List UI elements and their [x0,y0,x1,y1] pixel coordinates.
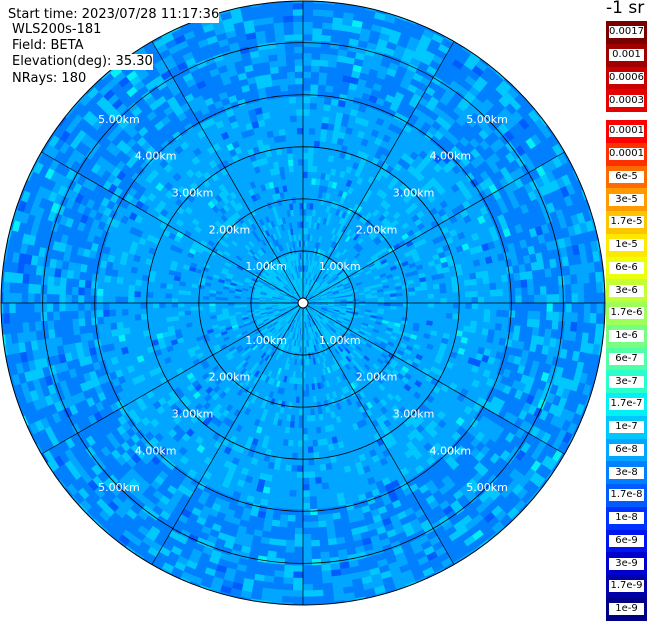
colorbar-cell: 0.0006 [606,66,647,90]
colorbar-tick-label: 1e-6 [609,330,644,343]
range-label: 5.00km [466,113,508,126]
colorbar-tick-label: 1.7e-9 [609,580,644,593]
azimuth-spoke [151,41,304,304]
azimuth-spoke [302,302,565,455]
range-label: 5.00km [98,113,140,126]
colorbar-cell: 1e-7 [606,415,647,439]
colorbar-tick-label: 1.7e-8 [609,489,644,502]
colorbar-cell: 0.0017 [606,21,647,44]
range-label: 1.00km [245,260,287,273]
start-time-label: Start time: 2023/07/28 11:17:36 [8,7,220,23]
colorbar-cell: 1e-9 [606,597,647,621]
range-label: 3.00km [172,408,214,421]
colorbar-tick-label: 6e-6 [609,261,644,274]
colorbar-tick-label: 0.001 [609,49,644,62]
origin-marker [297,297,309,309]
colorbar-cell: 0.0001 [606,142,647,166]
azimuth-spoke [302,41,455,304]
colorbar-cell: 0.0003 [606,89,647,112]
colorbar-cell: 6e-8 [606,438,647,462]
range-label: 2.00km [356,371,398,384]
azimuth-spoke [41,302,304,455]
range-label: 4.00km [135,150,177,163]
colorbar-tick-label: 3e-7 [609,375,644,388]
range-label: 3.00km [393,187,435,200]
range-label: 1.00km [319,334,361,347]
colorbar-tick-label: 6e-7 [609,352,644,365]
colorbar-cell: 1e-6 [606,324,647,348]
colorbar-tick-label: 0.0003 [609,94,644,107]
instrument-label: WLS200s-181 [12,22,102,38]
colorbar-cell: 1.7e-5 [606,211,647,234]
range-label: 3.00km [393,408,435,421]
polar-grid [0,0,606,606]
range-label: 4.00km [135,444,177,457]
colorbar-cell: 6e-9 [606,529,647,553]
colorbar-tick-label: 1e-7 [609,421,644,434]
range-label: 4.00km [430,150,472,163]
colorbar-cell: 3e-8 [606,461,647,484]
colorbar-cell: 6e-5 [606,165,647,189]
range-label: 1.00km [245,334,287,347]
nrays-label: NRays: 180 [12,71,87,87]
colorbar: 0.0017 0.001 0.0006 0.0003 0.00017 0.0001 6e-5… [606,21,647,621]
colorbar-cell: 3e-9 [606,552,647,575]
elevation-label: Elevation(deg): 35.30 [12,54,153,70]
colorbar-tick-label: 1.7e-5 [609,216,644,229]
colorbar-cell: 1.7e-9 [606,575,647,598]
azimuth-spoke [41,151,304,304]
colorbar-tick-label: 6e-9 [609,534,644,547]
field-label: Field: BETA [12,38,84,54]
colorbar-cell: 1.7e-8 [606,484,647,507]
colorbar-tick-label: 0.0001 [609,148,644,161]
colorbar-cell: 3e-5 [606,188,647,211]
colorbar-cell: 3e-7 [606,370,647,393]
azimuth-spoke [302,302,455,565]
range-label: 4.00km [430,444,472,457]
range-label: 3.00km [172,187,214,200]
colorbar-tick-label: 1e-9 [609,603,644,616]
colorbar-cell: 6e-6 [606,256,647,280]
colorbar-tick-label: 1e-5 [609,239,644,252]
colorbar-tick-label: 6e-5 [609,170,644,183]
colorbar-cell: 1e-8 [606,506,647,530]
colorbar-cell: 3e-6 [606,279,647,302]
colorbar-title: -1 sr [606,0,645,18]
range-label: 1.00km [319,260,361,273]
colorbar-cell: 6e-7 [606,347,647,371]
colorbar-tick-label: 0.0017 [609,26,644,39]
colorbar-tick-label: 0.00017 [609,125,644,138]
azimuth-spoke [151,302,304,565]
colorbar-tick-label: 0.0006 [609,71,644,84]
colorbar-cell: 0.001 [606,43,647,67]
colorbar-tick-label: 3e-9 [609,557,644,570]
colorbar-cell: 1.7e-6 [606,302,647,325]
range-label: 2.00km [209,371,251,384]
colorbar-tick-label: 3e-5 [609,193,644,206]
colorbar-tick-label: 1e-8 [609,512,644,525]
colorbar-cell: 0.00017 [606,120,647,143]
range-label: 2.00km [356,223,398,236]
colorbar-tick-label: 1.7e-7 [609,398,644,411]
range-label: 5.00km [466,481,508,494]
range-label: 5.00km [98,481,140,494]
range-label: 2.00km [209,223,251,236]
colorbar-tick-label: 3e-6 [609,284,644,297]
colorbar-tick-label: 6e-8 [609,443,644,456]
colorbar-tick-label: 1.7e-6 [609,307,644,320]
azimuth-spoke [302,151,565,304]
colorbar-cell: 1e-5 [606,233,647,257]
colorbar-cell: 1.7e-7 [606,393,647,416]
colorbar-tick-label: 3e-8 [609,466,644,479]
range-labels: 1.00km 2.00km 3.00km 4.00km 5.00km 1.00km 2.00… [98,113,508,494]
ppi-scan-plot: 1.00km 2.00km 3.00km 4.00km 5.00km 1.00km 2.00… [0,0,606,606]
